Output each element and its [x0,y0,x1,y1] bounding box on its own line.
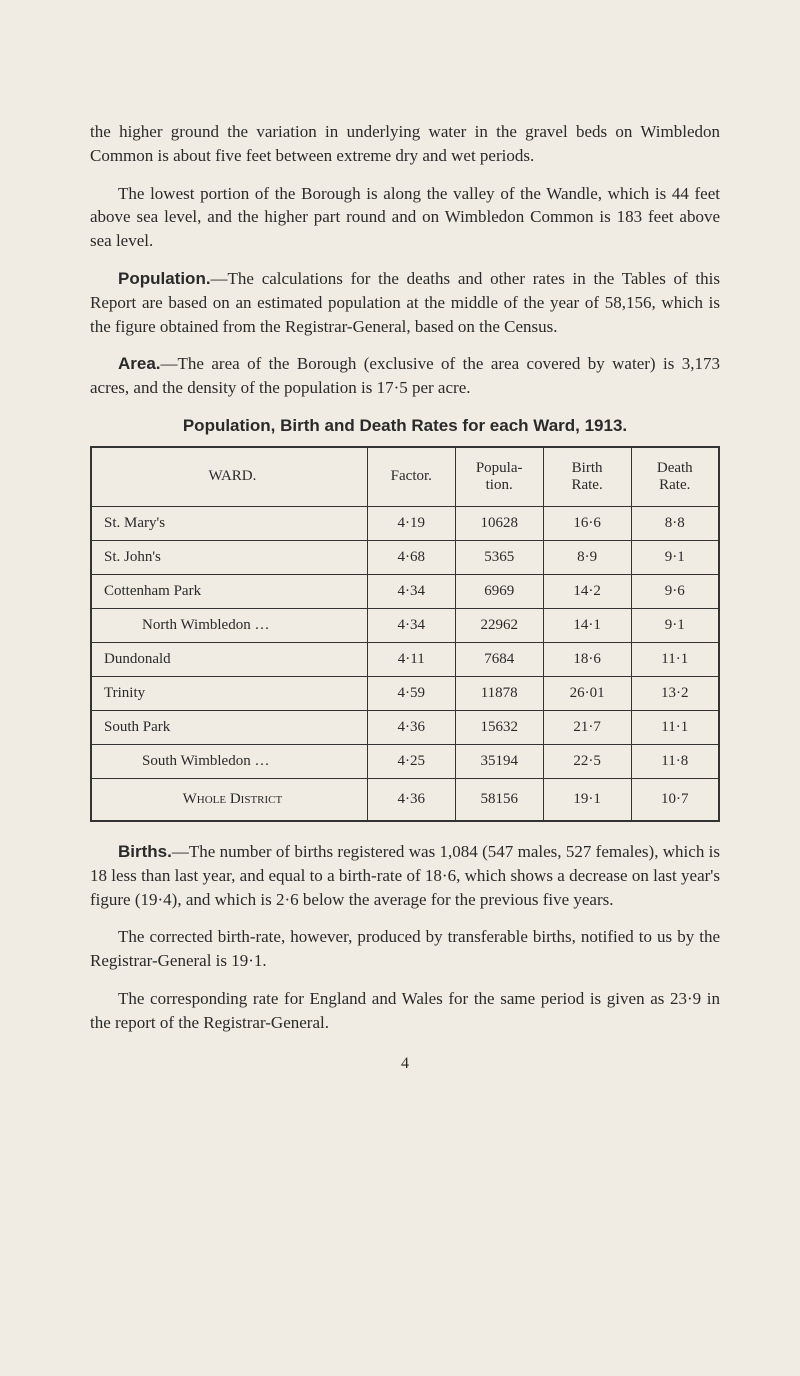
table-row: South Wimbledon …4·253519422·511·8 [91,744,719,778]
area-label: Area. [118,354,161,373]
factor-cell: 4·19 [367,506,455,540]
paragraph-intro: the higher ground the variation in under… [90,120,720,168]
population-cell: 6969 [455,574,543,608]
birth-rate-cell: 21·7 [543,710,631,744]
factor-cell: 4·59 [367,676,455,710]
total-label: Whole District [91,778,367,821]
population-cell: 5365 [455,540,543,574]
population-cell: 35194 [455,744,543,778]
paragraph-england-wales: The corresponding rate for England and W… [90,987,720,1035]
birth-rate-cell: 18·6 [543,642,631,676]
header-birth-rate: Birth Rate. [543,447,631,507]
factor-cell: 4·25 [367,744,455,778]
death-rate-cell: 9·6 [631,574,719,608]
factor-cell: 4·34 [367,608,455,642]
total-factor: 4·36 [367,778,455,821]
ward-cell: Dundonald [91,642,367,676]
header-ward: WARD. [91,447,367,507]
ward-cell: North Wimbledon … [91,608,367,642]
birth-rate-cell: 8·9 [543,540,631,574]
document-page: the higher ground the variation in under… [0,0,800,1113]
rates-table: WARD. Factor. Popula- tion. Birth Rate. … [90,446,720,822]
paragraph-births: Births.—The number of births registered … [90,840,720,911]
header-death-rate: Death Rate. [631,447,719,507]
death-rate-cell: 11·8 [631,744,719,778]
total-population: 58156 [455,778,543,821]
paragraph-population: Population.—The calculations for the dea… [90,267,720,338]
factor-cell: 4·36 [367,710,455,744]
ward-cell: Cottenham Park [91,574,367,608]
population-cell: 15632 [455,710,543,744]
ward-cell: Trinity [91,676,367,710]
header-population: Popula- tion. [455,447,543,507]
table-row: Cottenham Park4·34696914·29·6 [91,574,719,608]
death-rate-cell: 9·1 [631,540,719,574]
population-cell: 22962 [455,608,543,642]
paragraph-area: Area.—The area of the Borough (exclusive… [90,352,720,400]
paragraph-lowest-portion: The lowest portion of the Borough is alo… [90,182,720,253]
total-birth-rate: 19·1 [543,778,631,821]
table-row: St. Mary's4·191062816·68·8 [91,506,719,540]
population-cell: 7684 [455,642,543,676]
area-body: —The area of the Borough (exclusive of t… [90,354,720,397]
death-rate-cell: 8·8 [631,506,719,540]
table-total-row: Whole District 4·36 58156 19·1 10·7 [91,778,719,821]
table-header: WARD. Factor. Popula- tion. Birth Rate. … [91,447,719,507]
death-rate-cell: 11·1 [631,710,719,744]
birth-rate-cell: 16·6 [543,506,631,540]
table-header-row: WARD. Factor. Popula- tion. Birth Rate. … [91,447,719,507]
total-death-rate: 10·7 [631,778,719,821]
birth-rate-cell: 26·01 [543,676,631,710]
paragraph-corrected-rate: The corrected birth-rate, however, produ… [90,925,720,973]
ward-cell: South Park [91,710,367,744]
ward-cell: St. Mary's [91,506,367,540]
death-rate-cell: 9·1 [631,608,719,642]
table-row: North Wimbledon …4·342296214·19·1 [91,608,719,642]
death-rate-cell: 11·1 [631,642,719,676]
table-row: Dundonald4·11768418·611·1 [91,642,719,676]
factor-cell: 4·68 [367,540,455,574]
table-title: Population, Birth and Death Rates for ea… [90,416,720,436]
death-rate-cell: 13·2 [631,676,719,710]
header-factor: Factor. [367,447,455,507]
births-body: —The number of births registered was 1,0… [90,842,720,909]
factor-cell: 4·11 [367,642,455,676]
ward-cell: South Wimbledon … [91,744,367,778]
birth-rate-cell: 14·1 [543,608,631,642]
ward-cell: St. John's [91,540,367,574]
table-body: St. Mary's4·191062816·68·8St. John's4·68… [91,506,719,778]
population-cell: 11878 [455,676,543,710]
birth-rate-cell: 14·2 [543,574,631,608]
births-label: Births. [118,842,172,861]
population-label: Population. [118,269,211,288]
table-total-body: Whole District 4·36 58156 19·1 10·7 [91,778,719,821]
table-row: South Park4·361563221·711·1 [91,710,719,744]
population-cell: 10628 [455,506,543,540]
factor-cell: 4·34 [367,574,455,608]
table-row: St. John's4·6853658·99·1 [91,540,719,574]
birth-rate-cell: 22·5 [543,744,631,778]
page-number: 4 [90,1055,720,1073]
table-row: Trinity4·591187826·0113·2 [91,676,719,710]
